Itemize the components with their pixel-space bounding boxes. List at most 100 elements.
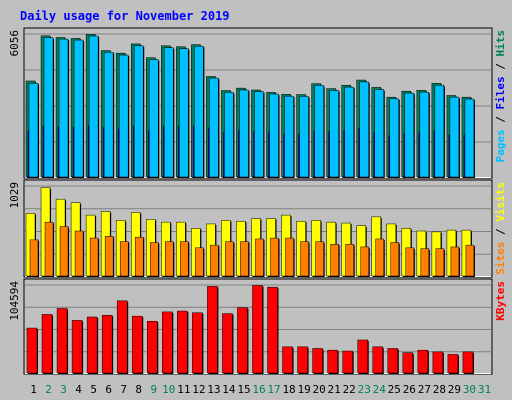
bar-pages (239, 89, 249, 178)
x-tick-label: 19 (297, 383, 310, 396)
bar-sites (150, 242, 159, 277)
x-tick-label: 15 (237, 383, 250, 396)
bar-pages (133, 45, 144, 178)
bar-sites (390, 242, 400, 277)
x-tick-label: 11 (177, 383, 190, 396)
bar-kbytes (86, 316, 98, 374)
bar-sites (420, 248, 430, 277)
x-tick-label: 3 (60, 383, 67, 396)
x-tick-label: 22 (343, 383, 356, 396)
y-max-label-bottom: 104594 (8, 281, 21, 321)
bar-kbytes (162, 311, 173, 374)
bar-kbytes (147, 320, 158, 374)
bar-sites (285, 237, 294, 277)
bar-sites (435, 248, 445, 277)
bar-sites (405, 247, 415, 277)
bar-kbytes (237, 307, 248, 374)
bar-sites (375, 238, 384, 277)
bar-pages (464, 98, 475, 178)
bar-kbytes (267, 286, 278, 374)
bar-pages (419, 91, 430, 178)
legend-item-top: / (494, 110, 507, 130)
x-tick-label: 24 (373, 383, 387, 396)
bar-sites (29, 239, 39, 277)
bar-kbytes (312, 348, 323, 374)
bar-pages (374, 89, 384, 178)
bar-kbytes (417, 349, 429, 374)
bar-pages (434, 85, 445, 178)
x-tick-label: 23 (358, 383, 371, 396)
legend-item-middle: / (494, 222, 507, 242)
panel-middle: 1029 Sites / Visits (8, 179, 507, 278)
x-tick-label: 26 (403, 383, 416, 396)
bar-pages (269, 93, 279, 178)
legend-item-middle: Sites (494, 242, 507, 275)
bar-pages (149, 59, 159, 178)
bar-pages (103, 51, 114, 178)
bar-pages (359, 81, 369, 178)
x-tick-label: 10 (162, 383, 175, 396)
legend-item-bottom: KBytes (494, 281, 507, 321)
x-tick-label: 16 (252, 383, 265, 396)
bar-pages (118, 54, 129, 178)
bar-kbytes (447, 354, 459, 374)
bar-sites (450, 246, 460, 277)
bar-kbytes (342, 350, 353, 374)
x-tick-label: 27 (418, 383, 431, 396)
bar-sites (180, 241, 189, 277)
bar-sites (300, 241, 309, 277)
bar-sites (225, 241, 234, 277)
x-tick-label: 2 (45, 383, 52, 396)
bar-sites (134, 236, 144, 277)
bar-pages (88, 35, 99, 178)
x-tick-label: 14 (222, 383, 236, 396)
bar-pages (209, 77, 219, 178)
bar-sites (210, 244, 219, 277)
legend-middle: Sites / Visits (494, 182, 507, 275)
x-tick-label: 21 (328, 383, 341, 396)
y-max-label-middle: 1029 (8, 182, 21, 209)
bar-pages (389, 98, 400, 178)
bar-sites (74, 230, 84, 277)
bar-sites (315, 241, 324, 277)
bar-pages (449, 96, 460, 178)
bar-sites (345, 244, 354, 277)
bar-kbytes (372, 346, 383, 374)
x-tick-label: 25 (388, 383, 401, 396)
bar-sites (360, 246, 369, 277)
bar-sites (59, 226, 69, 277)
y-max-label-top: 6056 (8, 30, 21, 57)
bar-kbytes (177, 310, 188, 374)
x-tick-label: 13 (207, 383, 220, 396)
x-tick-label: 5 (90, 383, 97, 396)
bar-pages (254, 91, 264, 178)
bar-pages (164, 47, 174, 178)
bar-kbytes (297, 346, 308, 374)
bar-kbytes (282, 346, 293, 374)
bar-pages (299, 96, 309, 178)
bar-sites (330, 244, 339, 277)
bar-sites (195, 247, 204, 277)
x-tick-label: 17 (267, 383, 280, 396)
x-axis-labels: 1 2 3 4 5 6 7 8 9 10 11 12 13 14 15 16 17 18 19 20 21 22 23 24 2… (30, 383, 491, 396)
bar-pages (329, 90, 339, 178)
bar-pages (404, 92, 415, 178)
x-tick-label: 7 (120, 383, 127, 396)
bar-sites (44, 221, 54, 277)
bar-kbytes (41, 314, 53, 374)
bar-kbytes (402, 352, 414, 374)
bar-kbytes (56, 308, 68, 374)
x-tick-label: 30 (463, 383, 476, 396)
x-tick-label: 31 (478, 383, 491, 396)
legend-item-top: / (494, 57, 507, 77)
bar-kbytes (387, 348, 399, 374)
legend-item-top: Files (494, 76, 507, 109)
bar-pages (344, 86, 354, 178)
bar-kbytes (26, 327, 38, 374)
bar-sites (119, 241, 129, 277)
bar-sites (165, 241, 174, 277)
legend-top: Pages / Files / Hits (494, 30, 507, 163)
bar-pages (179, 48, 189, 178)
x-tick-label: 28 (433, 383, 446, 396)
